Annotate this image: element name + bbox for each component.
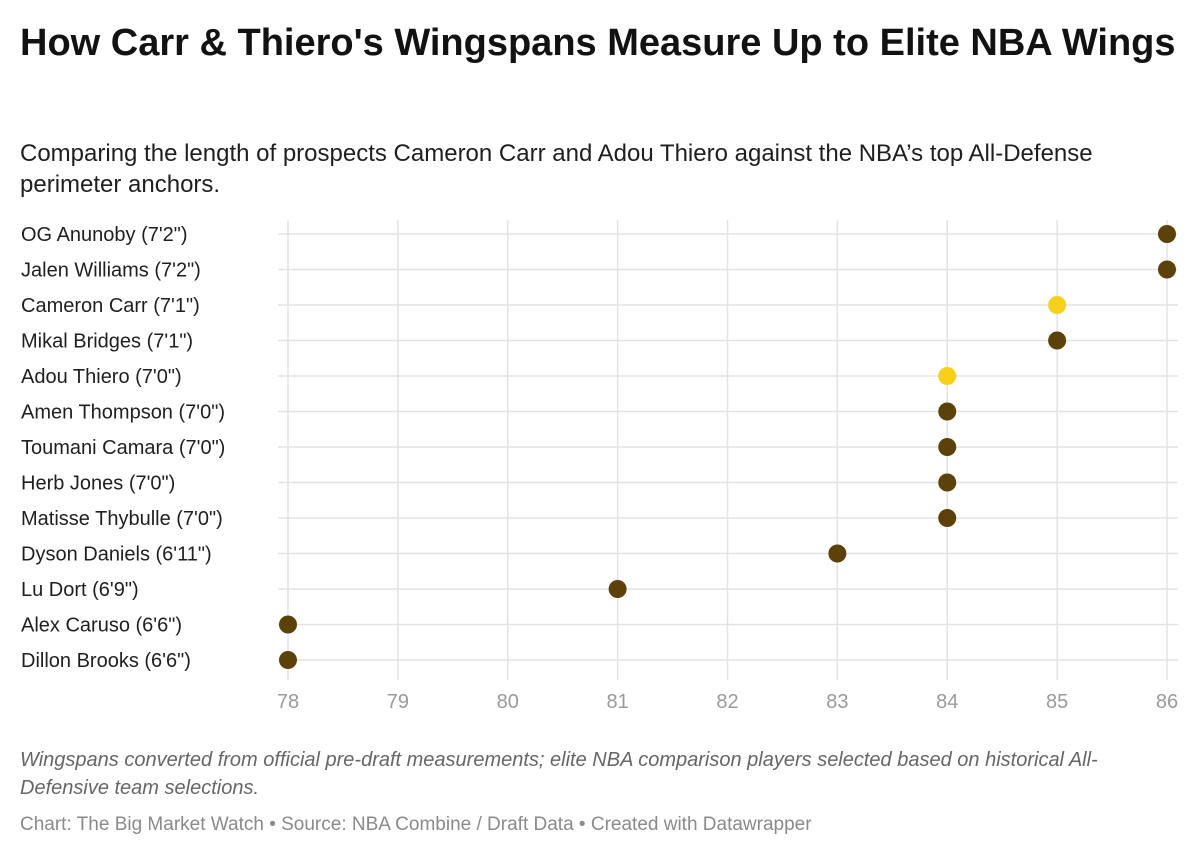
prospect-dot bbox=[1048, 296, 1067, 314]
player-label: Amen Thompson (7'0") bbox=[21, 402, 225, 424]
nba-player-dot bbox=[1048, 331, 1067, 350]
x-tick-label: 83 bbox=[826, 691, 848, 713]
nba-player-dot bbox=[608, 580, 627, 598]
player-label: Cameron Carr (7'1") bbox=[21, 295, 200, 317]
nba-player-dot bbox=[938, 402, 957, 421]
chart-notes: Wingspans converted from official pre-dr… bbox=[20, 749, 1098, 799]
prospect-dot bbox=[938, 367, 957, 385]
x-tick-label: 80 bbox=[497, 691, 519, 713]
nba-player-dot bbox=[938, 473, 957, 492]
player-label: Dyson Daniels (6'11") bbox=[21, 544, 212, 566]
player-label: Lu Dort (6'9") bbox=[21, 579, 139, 601]
x-axis-ticks: 78 79 80 81 82 83 84 85 86 bbox=[277, 691, 1178, 713]
player-label: Jalen Williams (7'2") bbox=[21, 260, 201, 282]
nba-player-dot bbox=[279, 615, 297, 634]
player-label: Toumani Camara (7'0") bbox=[21, 437, 225, 459]
chart-subtitle: Comparing the length of prospects Camero… bbox=[20, 140, 1093, 198]
nba-player-dot bbox=[938, 509, 957, 527]
wingspan-dots bbox=[279, 225, 1176, 669]
nba-player-dot bbox=[1158, 260, 1176, 279]
player-label: OG Anunoby (7'2") bbox=[21, 224, 188, 246]
player-label: Dillon Brooks (6'6") bbox=[21, 650, 191, 672]
player-label: Adou Thiero (7'0") bbox=[21, 366, 182, 388]
player-label: Matisse Thybulle (7'0") bbox=[21, 508, 223, 530]
nba-player-dot bbox=[828, 544, 847, 563]
player-label: Alex Caruso (6'6") bbox=[21, 615, 182, 637]
player-label: Herb Jones (7'0") bbox=[21, 473, 175, 495]
player-label: Mikal Bridges (7'1") bbox=[21, 331, 193, 353]
nba-player-dot bbox=[279, 651, 297, 669]
x-tick-label: 85 bbox=[1046, 691, 1068, 713]
chart-title: How Carr & Thiero's Wingspans Measure Up… bbox=[20, 22, 1176, 64]
gridlines bbox=[278, 220, 1178, 680]
x-tick-label: 84 bbox=[936, 691, 958, 713]
chart-byline: Chart: The Big Market Watch • Source: NB… bbox=[20, 814, 812, 835]
player-labels: OG Anunoby (7'2") Jalen Williams (7'2") Ca… bbox=[21, 224, 225, 672]
x-tick-label: 78 bbox=[277, 691, 299, 713]
nba-player-dot bbox=[1158, 225, 1176, 243]
dot-plot: OG Anunoby (7'2") Jalen Williams (7'2") Ca… bbox=[21, 220, 1178, 713]
x-tick-label: 79 bbox=[387, 691, 409, 713]
x-tick-label: 86 bbox=[1156, 691, 1178, 713]
x-tick-label: 82 bbox=[716, 691, 738, 713]
nba-player-dot bbox=[938, 438, 957, 456]
x-tick-label: 81 bbox=[607, 691, 629, 713]
